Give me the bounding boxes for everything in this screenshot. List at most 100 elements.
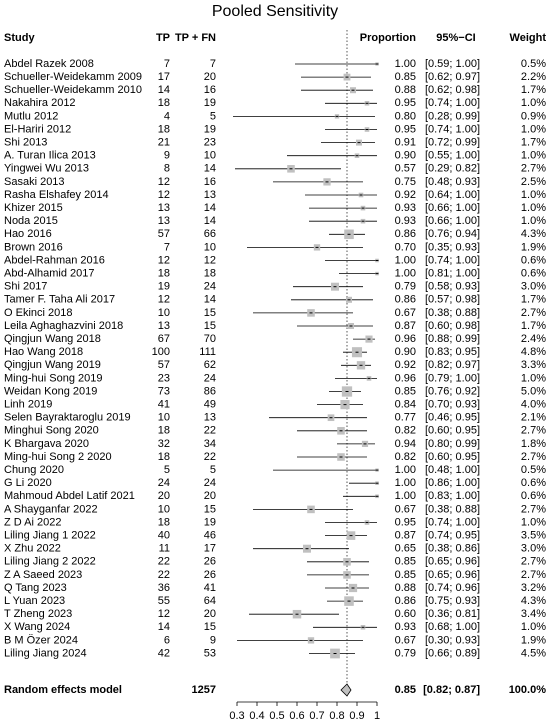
weight-label: 1.0%: [521, 215, 546, 227]
study-name: Mahmoud Abdel Latif 2021: [4, 490, 135, 502]
weight-label: 2.7%: [521, 163, 546, 175]
tp-value: 12: [158, 608, 170, 620]
ci-label: [0.48; 1.00]: [425, 464, 480, 476]
study-name: Ming-hui Song 2019: [4, 372, 102, 384]
tp-value: 12: [158, 254, 170, 266]
ci-label: [0.60; 0.95]: [425, 425, 480, 437]
tp-value: 32: [158, 438, 170, 450]
proportion-label: 0.95: [395, 123, 416, 135]
total-value: 66: [204, 228, 216, 240]
study-name: Z A Saeed 2023: [4, 569, 82, 581]
weight-label: 5.0%: [521, 385, 546, 397]
column-header: 95%−CI: [436, 32, 475, 44]
ci-label: [0.59; 1.00]: [425, 58, 480, 70]
weight-label: 1.0%: [521, 150, 546, 162]
tp-value: 18: [158, 451, 170, 463]
tp-value: 8: [164, 163, 170, 175]
weight-label: 3.4%: [521, 608, 546, 620]
study-name: Linh 2019: [4, 399, 52, 411]
proportion-label: 0.67: [395, 307, 416, 319]
tp-value: 42: [158, 647, 170, 659]
tp-value: 6: [164, 634, 170, 646]
total-value: 14: [204, 294, 216, 306]
proportion-label: 1.00: [395, 464, 416, 476]
tp-value: 12: [158, 189, 170, 201]
weight-label: 0.9%: [521, 110, 546, 122]
study-name: Ming-hui Song 2 2020: [4, 451, 112, 463]
summary-weight: 100.0%: [509, 684, 547, 696]
ci-label: [0.64; 1.00]: [425, 189, 480, 201]
ci-label: [0.65; 0.96]: [425, 556, 480, 568]
total-value: 17: [204, 543, 216, 555]
tp-value: 55: [158, 595, 170, 607]
total-value: 49: [204, 399, 216, 411]
ci-label: [0.74; 0.96]: [425, 582, 480, 594]
tp-value: 100: [152, 346, 170, 358]
total-value: 5: [210, 464, 216, 476]
tp-value: 14: [158, 84, 170, 96]
proportion-label: 0.90: [395, 346, 416, 358]
tp-value: 13: [158, 320, 170, 332]
proportion-label: 0.92: [395, 359, 416, 371]
tp-value: 10: [158, 503, 170, 515]
study-name: G Li 2020: [4, 477, 52, 489]
ci-label: [0.38; 0.88]: [425, 503, 480, 515]
proportion-label: 1.00: [395, 254, 416, 266]
column-header: TP: [156, 32, 170, 44]
tp-value: 41: [158, 399, 170, 411]
tp-value: 11: [159, 543, 170, 555]
weight-label: 1.7%: [521, 294, 546, 306]
study-name: Mutlu 2012: [4, 110, 58, 122]
proportion-label: 0.92: [395, 189, 416, 201]
weight-label: 1.9%: [521, 634, 546, 646]
weight-label: 1.0%: [521, 123, 546, 135]
study-name: Abdel-Rahman 2016: [4, 254, 105, 266]
ci-label: [0.74; 1.00]: [425, 123, 480, 135]
proportion-label: 0.94: [395, 438, 416, 450]
total-value: 15: [204, 320, 216, 332]
ci-label: [0.46; 0.95]: [425, 412, 480, 424]
column-header: Weight: [510, 32, 547, 44]
study-name: Chung 2020: [4, 464, 64, 476]
total-value: 15: [204, 503, 216, 515]
total-value: 22: [204, 425, 216, 437]
ci-label: [0.82; 0.97]: [425, 359, 480, 371]
study-name: X Zhu 2022: [4, 543, 61, 555]
weight-label: 4.0%: [521, 399, 546, 411]
study-name: B M Özer 2024: [4, 634, 78, 646]
proportion-label: 0.93: [395, 621, 416, 633]
ci-label: [0.38; 0.88]: [425, 307, 480, 319]
total-value: 14: [204, 202, 216, 214]
weight-label: 1.9%: [521, 241, 546, 253]
total-value: 53: [204, 647, 216, 659]
ci-label: [0.66; 0.89]: [425, 647, 480, 659]
ci-label: [0.65; 0.96]: [425, 569, 480, 581]
total-value: 15: [204, 307, 216, 319]
ci-label: [0.62; 0.98]: [425, 84, 480, 96]
total-value: 20: [204, 490, 216, 502]
total-value: 41: [204, 582, 216, 594]
tp-value: 24: [158, 477, 170, 489]
study-name: Brown 2016: [4, 241, 63, 253]
tp-value: 12: [158, 294, 170, 306]
weight-label: 1.8%: [521, 438, 546, 450]
ci-label: [0.72; 0.99]: [425, 137, 480, 149]
tp-value: 57: [158, 359, 170, 371]
study-name: A Shayganfar 2022: [4, 503, 98, 515]
tp-value: 17: [158, 71, 170, 83]
weight-label: 4.8%: [521, 346, 546, 358]
proportion-label: 0.86: [395, 228, 416, 240]
ci-label: [0.29; 0.82]: [425, 163, 480, 175]
total-value: 18: [204, 268, 216, 280]
total-value: 15: [204, 621, 216, 633]
tp-value: 18: [158, 425, 170, 437]
proportion-label: 0.96: [395, 372, 416, 384]
weight-label: 2.7%: [521, 307, 546, 319]
weight-label: 2.5%: [521, 176, 546, 188]
weight-label: 2.7%: [521, 569, 546, 581]
weight-label: 1.0%: [521, 372, 546, 384]
proportion-label: 0.95: [395, 97, 416, 109]
proportion-label: 0.88: [395, 582, 416, 594]
tp-value: 18: [158, 268, 170, 280]
